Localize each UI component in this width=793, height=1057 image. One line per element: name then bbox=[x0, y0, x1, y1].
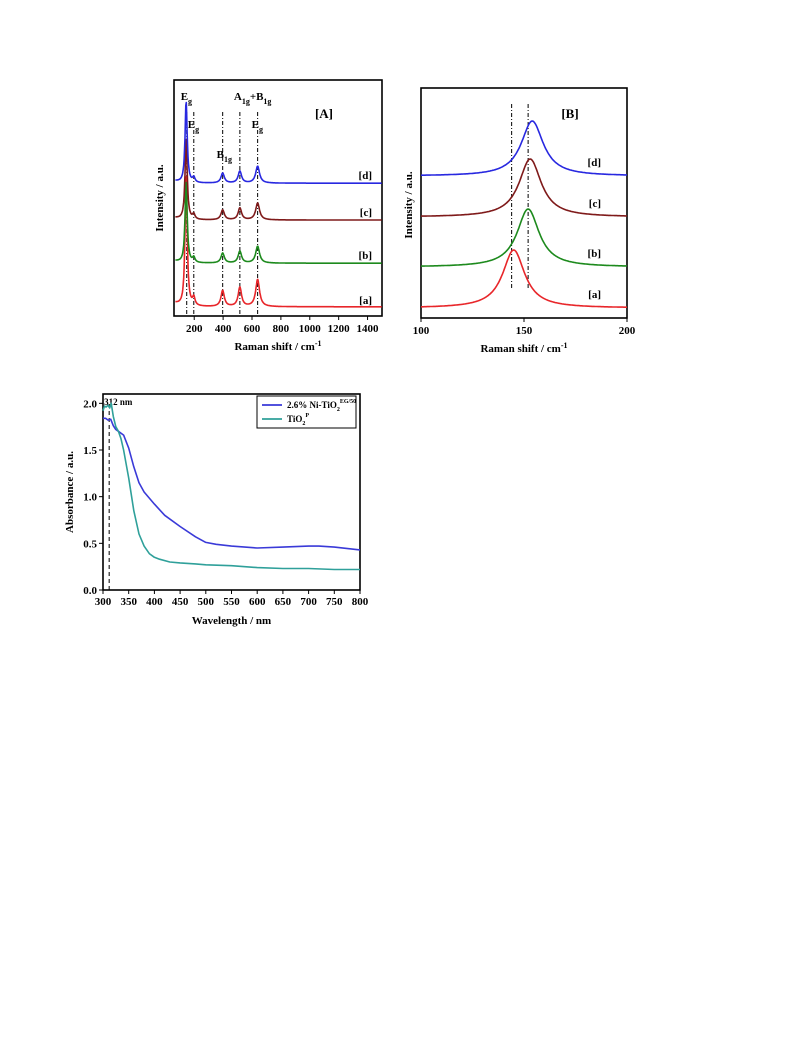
chart-b-series-line bbox=[421, 120, 627, 176]
chart-a-x-tick-label: 600 bbox=[244, 323, 261, 335]
chart-b-series-label: [a] bbox=[588, 289, 601, 301]
chart-b-x-tick-label: 200 bbox=[619, 325, 636, 337]
chart-c-series-line bbox=[102, 402, 360, 571]
chart-b-series-line bbox=[421, 208, 628, 267]
chart-c-x-tick-label: 500 bbox=[198, 596, 215, 608]
chart-a-peak-label: Eg bbox=[252, 119, 263, 134]
chart-a-x-tick-label: 200 bbox=[186, 323, 203, 335]
chart-c-series-line bbox=[103, 417, 361, 551]
chart-a-frame bbox=[173, 79, 383, 317]
chart-a-series-label: [a] bbox=[359, 295, 372, 307]
chart-a-series-line bbox=[175, 181, 383, 264]
chart-c-y-tick-label: 0.0 bbox=[83, 585, 97, 597]
chart-a-panel-label: [A] bbox=[315, 106, 333, 121]
chart-a-peak-label: Eg bbox=[188, 119, 199, 134]
chart-b-panel-label: [B] bbox=[561, 106, 578, 121]
chart-a-x-tick-label: 400 bbox=[215, 323, 232, 335]
chart-a-series-line bbox=[175, 138, 383, 221]
chart-a-series-label: [c] bbox=[360, 207, 372, 219]
chart-a-peak-label: A1g+B1g bbox=[234, 91, 272, 106]
chart-a-plot: [a] [b] [c] [d] Eg Eg B1g A1g+B1g Eg [A] 200 400 600… bbox=[154, 79, 383, 353]
chart-b-series-line bbox=[421, 249, 627, 308]
chart-a-x-tick-label: 1400 bbox=[357, 323, 380, 335]
chart-c-legend bbox=[256, 395, 357, 429]
chart-a-x-tick-label: 1200 bbox=[328, 323, 351, 335]
chart-b-x-tick-label: 150 bbox=[516, 325, 533, 337]
chart-b-series-line bbox=[421, 158, 627, 217]
chart-c-x-tick-label: 800 bbox=[352, 596, 369, 608]
chart-c-y-tick-label: 2.0 bbox=[83, 398, 97, 410]
chart-a-peak-label: B1g bbox=[217, 149, 232, 164]
chart-c-marker-label: 312 nm bbox=[104, 397, 133, 407]
chart-c-x-tick-label: 450 bbox=[172, 596, 189, 608]
chart-a-series-line bbox=[175, 176, 383, 308]
chart-a-series-label: [b] bbox=[359, 250, 372, 262]
chart-c-x-tick-label: 400 bbox=[146, 596, 163, 608]
chart-b-series-label: [b] bbox=[588, 248, 601, 260]
chart-b-x-axis-label: Raman shift / cm-1 bbox=[480, 341, 567, 355]
chart-a-series-line bbox=[175, 101, 383, 184]
chart-a-peak-label: Eg bbox=[181, 91, 192, 106]
chart-c-legend-label: TiO2P bbox=[287, 413, 309, 427]
chart-c-y-tick-label: 1.5 bbox=[83, 445, 97, 457]
chart-c-x-tick-label: 650 bbox=[275, 596, 292, 608]
chart-b-plot: [a] [b] [c] [d] [B] 100 150 200 Raman shift / cm… bbox=[403, 87, 636, 355]
chart-a-x-tick-label: 1000 bbox=[299, 323, 322, 335]
chart-c-x-tick-label: 550 bbox=[223, 596, 240, 608]
chart-a-series-label: [d] bbox=[359, 170, 372, 182]
chart-a-y-axis-label: Intensity / a.u. bbox=[154, 164, 166, 231]
chart-c-x-tick-label: 300 bbox=[95, 596, 112, 608]
chart-c-legend-label: 2.6% Ni-TiO2EG/50 bbox=[287, 399, 356, 413]
chart-c-x-tick-label: 700 bbox=[300, 596, 317, 608]
chart-c-x-axis-label: Wavelength / nm bbox=[192, 615, 271, 627]
chart-c-x-tick-label: 600 bbox=[249, 596, 266, 608]
chart-c-y-tick-label: 0.5 bbox=[83, 538, 97, 550]
chart-a-x-axis-label: Raman shift / cm-1 bbox=[234, 339, 321, 353]
chart-b-series-label: [c] bbox=[589, 198, 601, 210]
chart-b-series-label: [d] bbox=[588, 157, 601, 169]
chart-b-y-axis-label: Intensity / a.u. bbox=[403, 171, 415, 238]
chart-a-x-tick-label: 800 bbox=[273, 323, 290, 335]
chart-c-x-tick-label: 350 bbox=[120, 596, 137, 608]
chart-c-y-axis-label: Absorbance / a.u. bbox=[64, 451, 76, 533]
chart-c-x-tick-label: 750 bbox=[326, 596, 343, 608]
chart-c-y-tick-label: 1.0 bbox=[83, 492, 97, 504]
chart-b-x-tick-label: 100 bbox=[413, 325, 430, 337]
